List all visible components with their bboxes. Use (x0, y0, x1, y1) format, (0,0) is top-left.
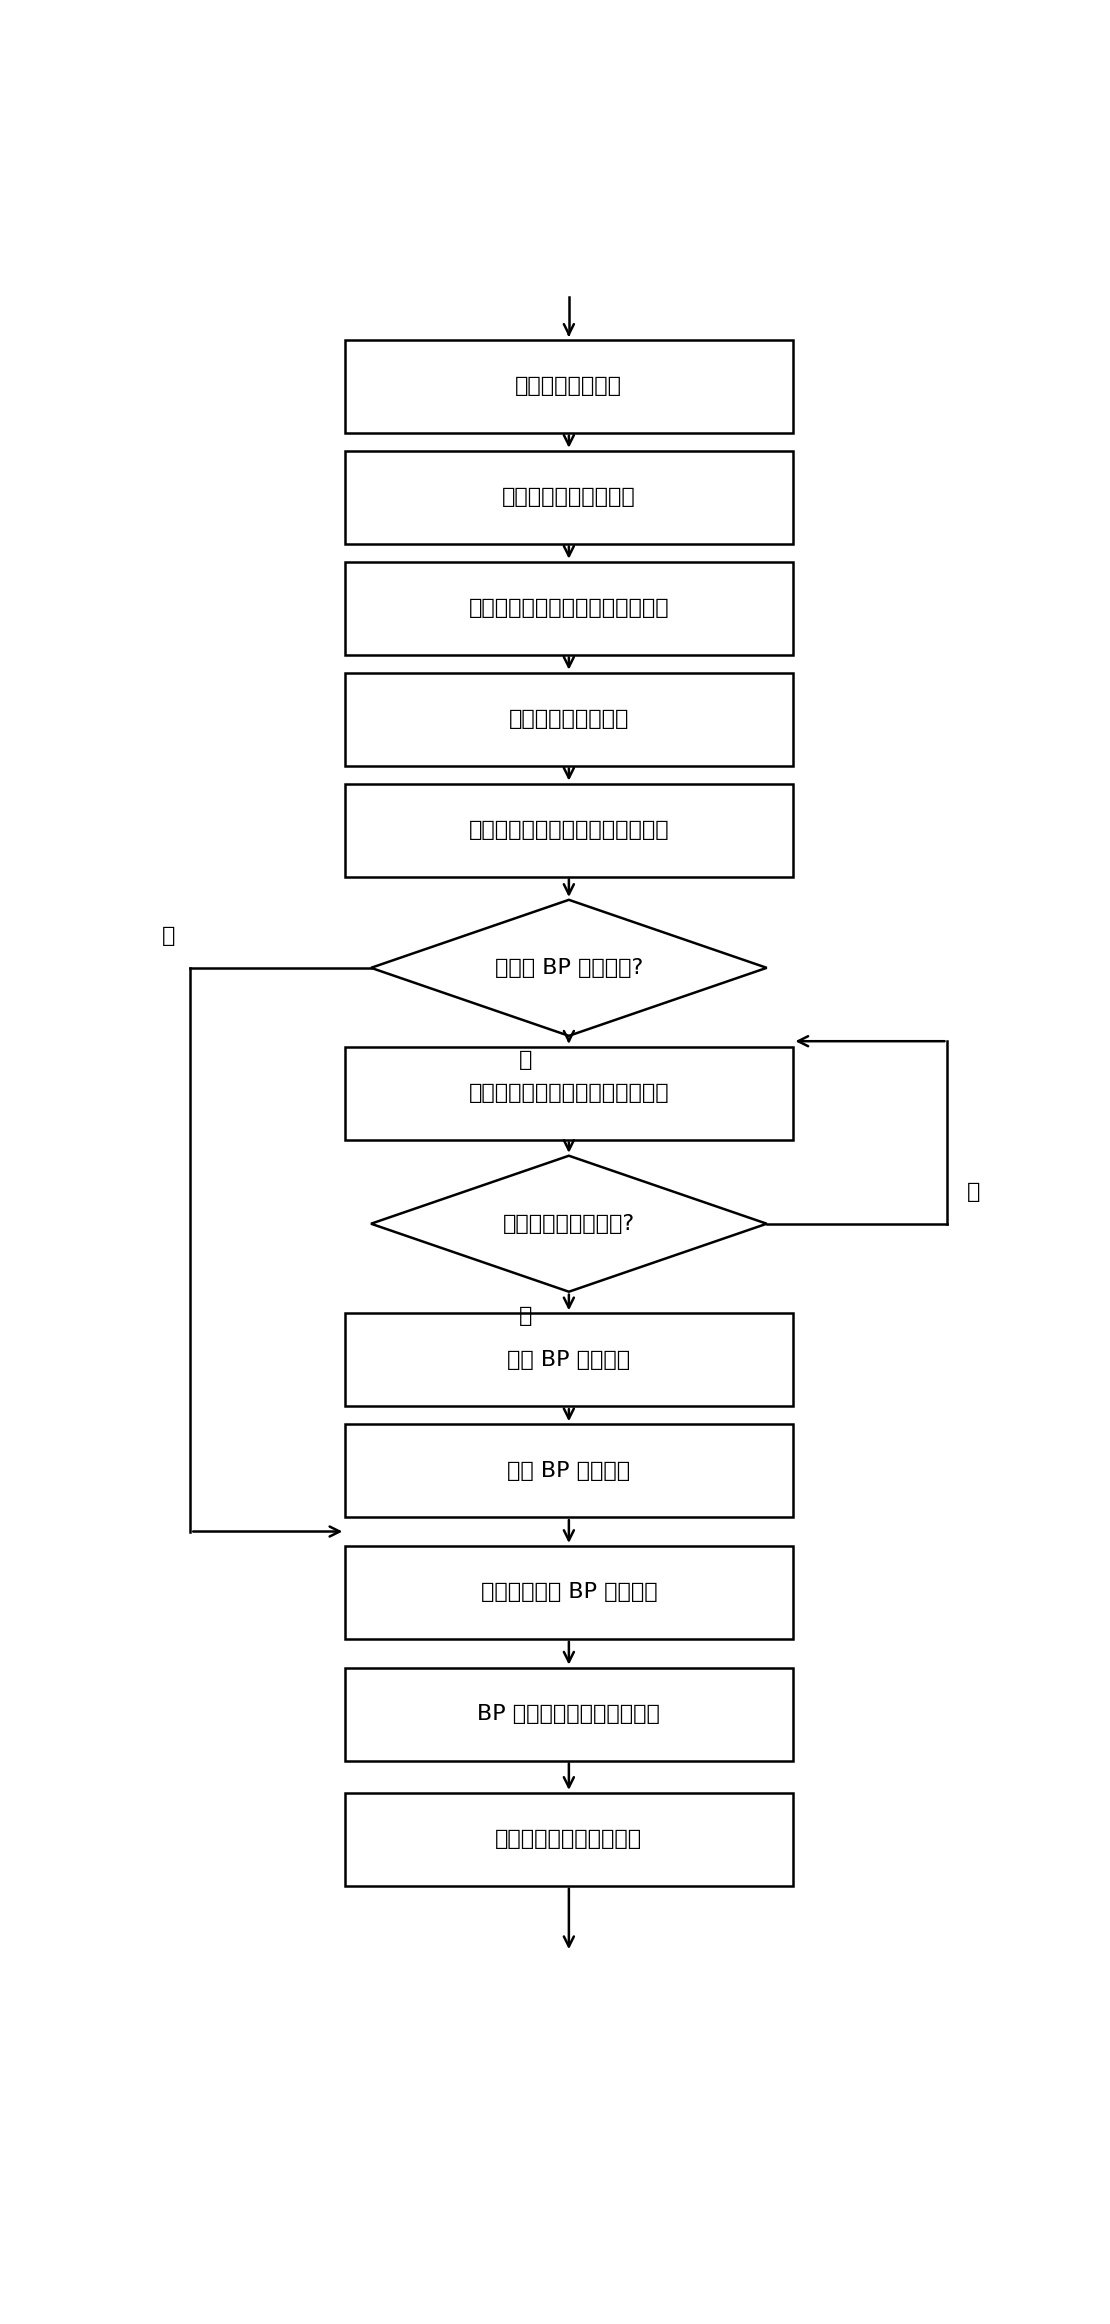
Text: 否: 否 (967, 1183, 980, 1202)
Text: 得新测试区域并求取干涉条纹数据: 得新测试区域并求取干涉条纹数据 (468, 1083, 669, 1104)
FancyBboxPatch shape (345, 339, 793, 432)
Text: 训练 BP 神经网络: 训练 BP 神经网络 (507, 1350, 630, 1369)
Text: 是: 是 (162, 927, 175, 946)
Text: 是: 是 (519, 1306, 533, 1327)
Text: 否: 否 (519, 1050, 533, 1069)
FancyBboxPatch shape (345, 1425, 793, 1518)
FancyBboxPatch shape (345, 1669, 793, 1762)
Polygon shape (371, 899, 767, 1037)
Text: 已确定 BP 神经网络?: 已确定 BP 神经网络? (495, 957, 643, 978)
FancyBboxPatch shape (345, 451, 793, 544)
Text: 预处理干涉条纹图像: 预处理干涉条纹图像 (508, 709, 629, 730)
FancyBboxPatch shape (345, 1046, 793, 1139)
Text: 确定测试区域并求取干涉条纹数据: 确定测试区域并求取干涉条纹数据 (468, 820, 669, 839)
Text: 测量数据送入 BP 神经网络: 测量数据送入 BP 神经网络 (481, 1583, 657, 1601)
FancyBboxPatch shape (345, 1313, 793, 1406)
Text: 确定 BP 神经网络: 确定 BP 神经网络 (507, 1462, 630, 1480)
Text: 显示装置显示面形偏差值: 显示装置显示面形偏差值 (495, 1829, 643, 1850)
FancyBboxPatch shape (345, 1545, 793, 1638)
Text: 建立映射关系并显示干涉条纹图像: 建立映射关系并显示干涉条纹图像 (468, 597, 669, 618)
Text: 采集干涉条纹图像: 采集干涉条纹图像 (515, 376, 623, 397)
FancyBboxPatch shape (345, 562, 793, 655)
Text: 传送干涉条纹图像数据: 传送干涉条纹图像数据 (502, 488, 636, 507)
FancyBboxPatch shape (345, 1792, 793, 1885)
FancyBboxPatch shape (345, 783, 793, 876)
Polygon shape (371, 1155, 767, 1292)
Text: BP 神经网络输出面形偏差值: BP 神经网络输出面形偏差值 (477, 1703, 660, 1724)
FancyBboxPatch shape (345, 672, 793, 765)
Text: 得到指定组样本数据?: 得到指定组样本数据? (503, 1213, 635, 1234)
